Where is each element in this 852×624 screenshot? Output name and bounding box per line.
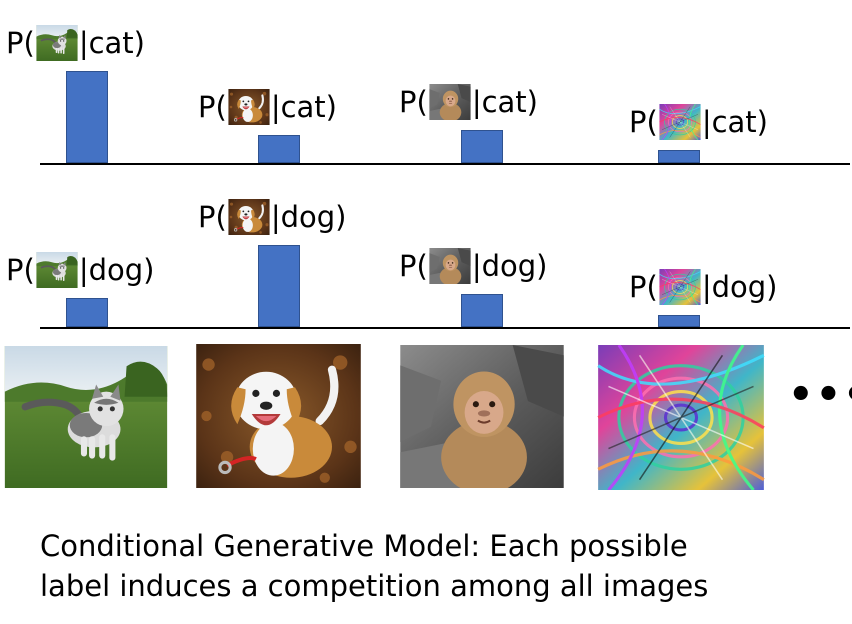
- more-images-ellipsis: •••: [788, 372, 852, 418]
- prob-label-suffix: |cat): [270, 89, 337, 124]
- prob-label-swirl-given-cat: P( |cat): [629, 104, 768, 140]
- prob-label-suffix: |dog): [78, 252, 155, 287]
- bar-cat-given-dog: [66, 298, 108, 327]
- monkey-thumbnail: [429, 84, 471, 120]
- prob-label-suffix: |cat): [471, 84, 538, 119]
- bar-monkey-given-dog: [461, 294, 503, 327]
- prob-label-prefix: P(: [629, 104, 658, 139]
- prob-label-prefix: P(: [198, 89, 227, 124]
- prob-label-monkey-given-dog: P( |dog): [399, 248, 547, 284]
- bar-monkey-given-cat: [461, 130, 503, 163]
- caption: Conditional Generative Model: Each possi…: [40, 526, 820, 606]
- bar-dog-given-cat: [258, 135, 300, 163]
- cat-thumbnail: [36, 25, 78, 61]
- dog-thumbnail: [228, 89, 270, 125]
- prob-label-suffix: |cat): [701, 104, 768, 139]
- bar-swirl-given-dog: [658, 315, 700, 327]
- cat-thumbnail: [36, 252, 78, 288]
- monkey-thumbnail: [429, 248, 471, 284]
- prob-label-prefix: P(: [6, 25, 35, 60]
- prob-label-cat-given-dog: P( |dog): [6, 252, 154, 288]
- cat-photo: [3, 346, 169, 488]
- prob-label-dog-given-dog: P( |dog): [198, 199, 346, 235]
- monkey-photo: [386, 345, 578, 488]
- prob-label-prefix: P(: [6, 252, 35, 287]
- swirl-thumbnail: [659, 104, 701, 140]
- bar-dog-given-dog: [258, 245, 300, 327]
- prob-label-suffix: |dog): [270, 199, 347, 234]
- prob-label-prefix: P(: [399, 84, 428, 119]
- swirl-thumbnail: [659, 269, 701, 305]
- prob-label-prefix: P(: [198, 199, 227, 234]
- dog-row-baseline: [40, 327, 850, 329]
- prob-label-dog-given-cat: P( |cat): [198, 89, 337, 125]
- bar-cat-given-cat: [66, 71, 108, 163]
- prob-label-suffix: |dog): [471, 248, 548, 283]
- caption-line-2: label induces a competition among all im…: [40, 569, 709, 603]
- caption-line-1: Conditional Generative Model: Each possi…: [40, 529, 688, 563]
- bar-swirl-given-cat: [658, 150, 700, 163]
- prob-label-suffix: |dog): [701, 269, 778, 304]
- cat-row-baseline: [40, 163, 850, 165]
- prob-label-monkey-given-cat: P( |cat): [399, 84, 538, 120]
- prob-label-suffix: |cat): [78, 25, 145, 60]
- prob-label-swirl-given-dog: P( |dog): [629, 269, 777, 305]
- prob-label-prefix: P(: [399, 248, 428, 283]
- abstract-swirl-image: [595, 345, 767, 490]
- dog-thumbnail: [228, 199, 270, 235]
- dog-photo: [187, 344, 370, 488]
- prob-label-cat-given-cat: P( |cat): [6, 25, 145, 61]
- prob-label-prefix: P(: [629, 269, 658, 304]
